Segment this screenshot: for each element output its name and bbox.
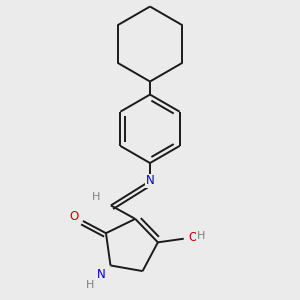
- Text: N: N: [97, 268, 106, 281]
- Text: H: H: [92, 192, 100, 202]
- Text: N: N: [146, 175, 154, 188]
- Text: H: H: [197, 231, 206, 241]
- Text: O: O: [70, 210, 79, 223]
- Text: O: O: [189, 231, 198, 244]
- Text: H: H: [86, 280, 95, 290]
